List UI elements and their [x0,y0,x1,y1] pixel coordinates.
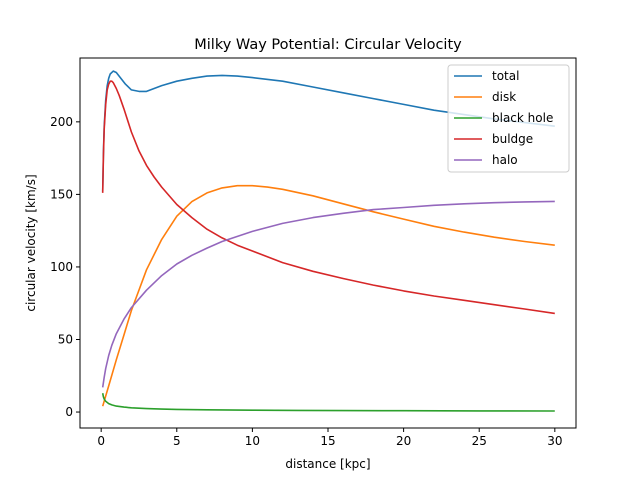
axes-layer: 0 5 10 15 20 25 30 0 50 100 150 200 [50,115,562,448]
legend-label-buldge: buldge [492,132,533,146]
y-tick-label: 100 [50,260,73,274]
series-line-disk [101,184,555,407]
series-line-halo [101,200,555,388]
x-tick-label: 15 [320,434,335,448]
y-tick-label: 0 [65,405,73,419]
series-layer [101,70,555,412]
x-tick-label: 5 [173,434,181,448]
chart-title: Milky Way Potential: Circular Velocity [194,37,462,53]
legend-label-halo: halo [492,153,518,167]
x-tick-label: 10 [245,434,260,448]
legend: total disk black hole buldge halo [447,64,570,173]
y-tick-label: 200 [50,115,73,129]
x-tick-label: 25 [472,434,487,448]
x-axis-label: distance [kpc] [285,457,370,471]
series-line-total [101,70,555,192]
series-line-buldge [101,80,555,315]
legend-label-disk: disk [492,90,516,104]
x-tick-label: 20 [396,434,411,448]
x-tick-label: 30 [547,434,562,448]
x-tick-label: 0 [97,434,105,448]
y-axis-label: circular velocity [km/s] [24,174,38,311]
series-line-black-hole [101,393,555,412]
y-tick-label: 150 [50,187,73,201]
legend-box [447,64,570,173]
legend-label-black-hole: black hole [492,111,553,125]
y-tick-label: 50 [58,332,73,346]
legend-label-total: total [492,69,519,83]
plot-frame [79,57,577,429]
